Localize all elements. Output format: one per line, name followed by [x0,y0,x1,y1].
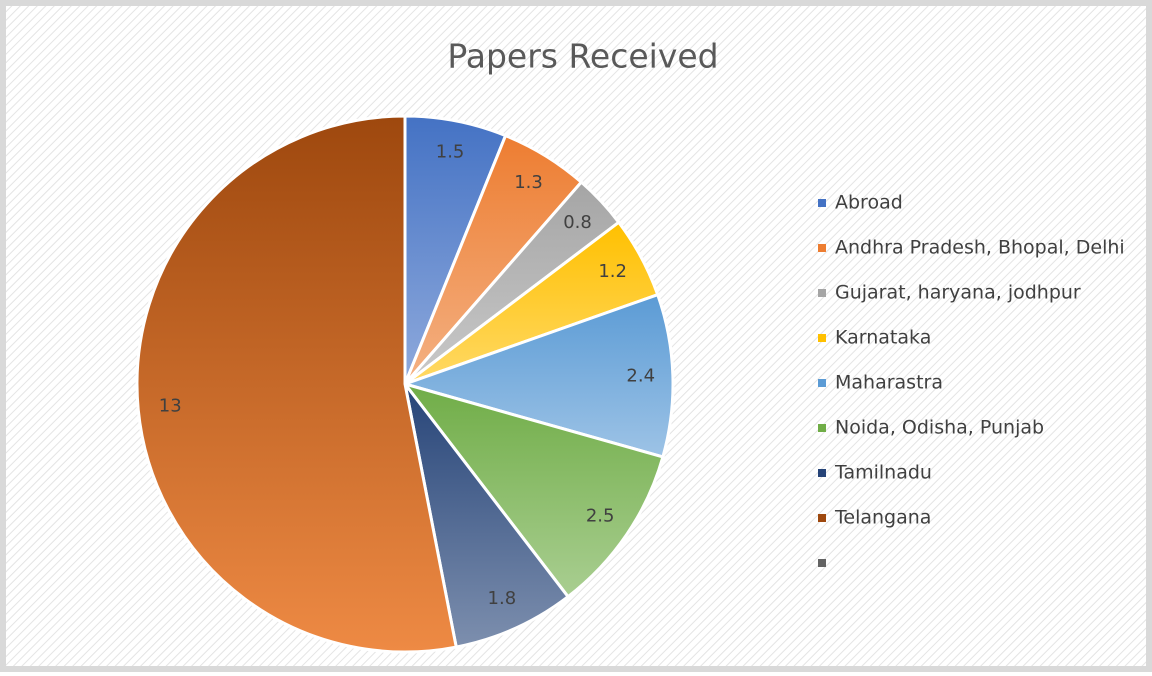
legend-label: Karnataka [835,327,931,349]
data-label: 1.3 [514,172,543,193]
legend-label: Gujarat, haryana, jodhpur [835,282,1081,304]
data-label: 0.8 [563,212,592,233]
legend-marker [818,199,826,207]
legend-marker [818,424,826,432]
data-label: 2.4 [626,365,655,386]
legend-marker [818,514,826,522]
data-label: 1.2 [598,261,627,282]
legend-label: Maharastra [835,372,943,394]
data-label: 1.8 [488,588,517,609]
pie-slice [400,292,675,459]
pie-slice [401,381,665,599]
legend-marker [818,244,826,252]
legend-label: Andhra Pradesh, Bhopal, Delhi [835,237,1125,259]
data-label: 1.5 [436,142,465,163]
data-label: 13 [159,396,182,417]
chart-title: Papers Received [447,37,718,76]
legend-label: Abroad [835,192,903,214]
legend-marker [818,469,826,477]
legend-label: Noida, Odisha, Punjab [835,417,1044,439]
legend-marker [818,334,826,342]
legend-label: Tamilnadu [834,462,932,484]
legend-marker [818,379,826,387]
pie-slice [403,383,571,649]
pie-slice [135,114,458,654]
legend-marker [818,289,826,297]
legend-marker [818,559,826,567]
legend-label: Telangana [834,507,931,529]
data-label: 2.5 [586,505,615,526]
